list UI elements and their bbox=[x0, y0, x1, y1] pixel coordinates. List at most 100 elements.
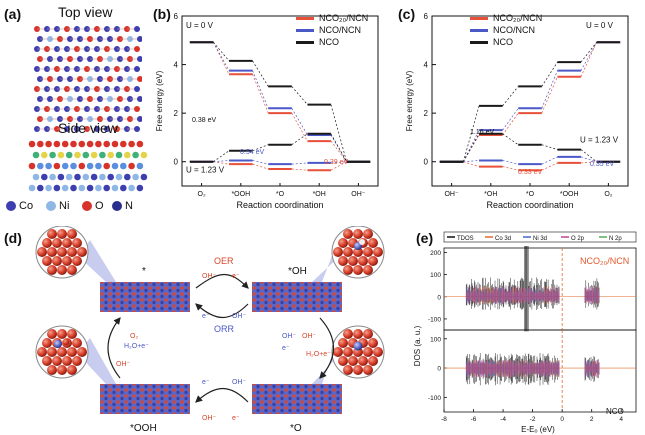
surface-atom bbox=[42, 256, 52, 266]
energy-connector bbox=[213, 42, 230, 71]
o2-label: O₂ bbox=[130, 333, 138, 340]
side-view-atom bbox=[136, 184, 144, 192]
surface-atom bbox=[353, 247, 363, 257]
side-view-title: Side view bbox=[58, 120, 118, 136]
x-tick-label: *OH bbox=[484, 191, 497, 198]
side-view-atom bbox=[53, 162, 61, 170]
energy-connector bbox=[330, 161, 347, 164]
ohminus-right-a: OH⁻ bbox=[282, 333, 297, 340]
u123-label: U = 1.23 V bbox=[186, 166, 225, 175]
side-view-atom bbox=[124, 173, 131, 181]
energy-connector bbox=[541, 144, 558, 150]
energy-connector bbox=[213, 150, 230, 163]
surface-atom bbox=[368, 356, 378, 366]
ni-atom-swatch bbox=[46, 201, 56, 211]
y-tick-label: 0 bbox=[424, 158, 429, 167]
surface-atom bbox=[333, 247, 343, 257]
eminus-bottom-l: e⁻ bbox=[202, 379, 210, 386]
x-tick-label: OH⁻ bbox=[351, 191, 366, 198]
energy-connector bbox=[252, 160, 269, 165]
side-view-atom bbox=[70, 184, 77, 192]
top-view-atom bbox=[134, 46, 140, 52]
side-view-atom bbox=[99, 151, 106, 159]
dos-ylabel: DOS (a. u.) bbox=[413, 325, 422, 366]
h2o-label-r: H₂O+e⁻ bbox=[306, 351, 331, 358]
side-view-atom bbox=[53, 140, 61, 148]
dos-x-tick-label: -8 bbox=[441, 416, 447, 423]
legend-co: Co bbox=[6, 200, 33, 212]
side-view-atom bbox=[95, 140, 102, 148]
u0-label: U = 0 V bbox=[186, 21, 214, 30]
state-o: *O bbox=[290, 423, 302, 434]
side-view-atom bbox=[49, 151, 56, 159]
surface-atom bbox=[363, 229, 373, 239]
cycle-arrow-top bbox=[195, 274, 249, 289]
x-tick-label: *O bbox=[526, 191, 535, 198]
surface-atom bbox=[62, 356, 72, 366]
dos-legend-label: O 2p bbox=[571, 236, 585, 242]
surface-atom bbox=[333, 347, 343, 357]
energy-connector bbox=[291, 168, 308, 171]
surface-atom bbox=[368, 238, 378, 248]
side-view-atom bbox=[28, 184, 36, 192]
legend-n: N bbox=[112, 200, 133, 212]
dos-x-tick-label: -4 bbox=[500, 416, 506, 423]
surface-atom bbox=[363, 247, 373, 257]
energy-connector bbox=[291, 86, 308, 105]
surface-atom bbox=[57, 247, 67, 257]
energy-connector bbox=[291, 108, 308, 136]
ohminus-bottom-r: OH⁻ bbox=[232, 379, 247, 386]
side-view-atom bbox=[128, 162, 135, 170]
side-view-atom bbox=[128, 184, 135, 192]
energy-connector bbox=[213, 161, 230, 165]
surface-atom bbox=[363, 329, 373, 339]
side-view-atom bbox=[107, 151, 114, 159]
y-tick-label: 0 bbox=[174, 158, 179, 167]
side-view-atom bbox=[74, 151, 81, 159]
top-view-atom bbox=[134, 66, 140, 72]
x-axis-label: Reaction coordination bbox=[236, 200, 323, 210]
chart-b-legend-1: NCO₂₀/NCN bbox=[296, 13, 368, 23]
dos-y-tick-label: 100 bbox=[430, 336, 441, 343]
surface-atom bbox=[47, 247, 57, 257]
energy-connector bbox=[291, 112, 308, 142]
surface-atom bbox=[338, 356, 348, 366]
o-atom-swatch bbox=[82, 201, 92, 211]
orr-label: ORR bbox=[214, 324, 235, 334]
side-view-atom bbox=[53, 184, 61, 192]
zoom-circle-bl bbox=[35, 325, 89, 379]
legend-label: NCO bbox=[493, 37, 513, 47]
side-view-atom bbox=[78, 140, 86, 148]
u0-label: U = 0 V bbox=[586, 21, 614, 30]
surface-atom bbox=[358, 256, 368, 266]
side-view-atom bbox=[45, 140, 52, 148]
surface-atom bbox=[348, 356, 358, 366]
legend-swatch bbox=[470, 40, 488, 44]
dos-y-tick-label: -100 bbox=[428, 316, 441, 323]
legend-label: NCO/NCN bbox=[493, 25, 535, 35]
surface-atom bbox=[72, 238, 82, 248]
energy-connector bbox=[502, 86, 519, 107]
y-tick-label: 4 bbox=[174, 61, 179, 70]
surface-atom bbox=[353, 365, 363, 375]
side-view-atom bbox=[128, 140, 135, 148]
cycle-arrow-right bbox=[319, 317, 334, 379]
top-view-atom bbox=[137, 96, 142, 102]
top-view-atom bbox=[134, 86, 140, 92]
ohminus-bottom-l2: OH⁻ bbox=[202, 415, 217, 422]
side-view-atom bbox=[90, 151, 98, 159]
surface-atom bbox=[348, 256, 358, 266]
state-ooh: *OOH bbox=[130, 423, 157, 434]
surface-atom bbox=[338, 338, 348, 348]
top-view-atom bbox=[137, 116, 142, 122]
side-view-atom bbox=[45, 162, 52, 170]
zoom-circle-tl bbox=[35, 226, 89, 279]
side-view-atom bbox=[45, 184, 52, 192]
energy-connector bbox=[541, 61, 558, 87]
surface-atom bbox=[343, 265, 353, 275]
energy-connector bbox=[541, 76, 558, 114]
surface-atom bbox=[72, 338, 82, 348]
surface-atom bbox=[67, 365, 77, 375]
dos-xlabel: E-Eₒ (eV) bbox=[521, 425, 555, 434]
energy-connector bbox=[541, 70, 558, 109]
